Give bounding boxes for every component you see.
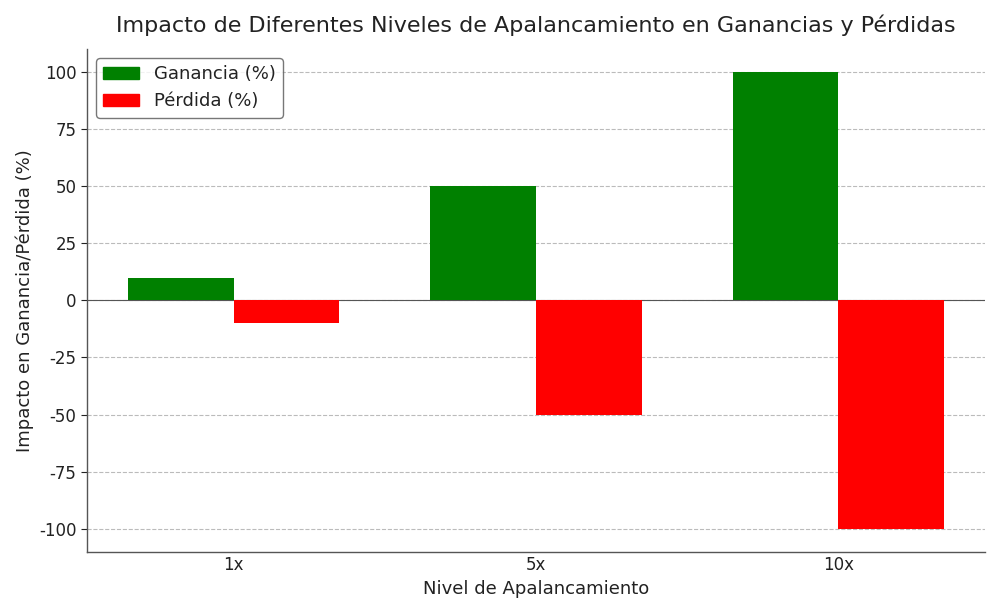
X-axis label: Nivel de Apalancamiento: Nivel de Apalancamiento <box>423 580 649 598</box>
Bar <box>430 186 536 300</box>
Bar <box>838 300 944 529</box>
Bar <box>234 300 339 323</box>
Y-axis label: Impacto en Ganancia/Pérdida (%): Impacto en Ganancia/Pérdida (%) <box>15 149 34 452</box>
Bar <box>128 278 234 300</box>
Bar <box>733 72 838 300</box>
Bar <box>536 300 642 414</box>
Title: Impacto de Diferentes Niveles de Apalancamiento en Ganancias y Pérdidas: Impacto de Diferentes Niveles de Apalanc… <box>116 15 956 37</box>
Legend: Ganancia (%), Pérdida (%): Ganancia (%), Pérdida (%) <box>96 58 283 118</box>
